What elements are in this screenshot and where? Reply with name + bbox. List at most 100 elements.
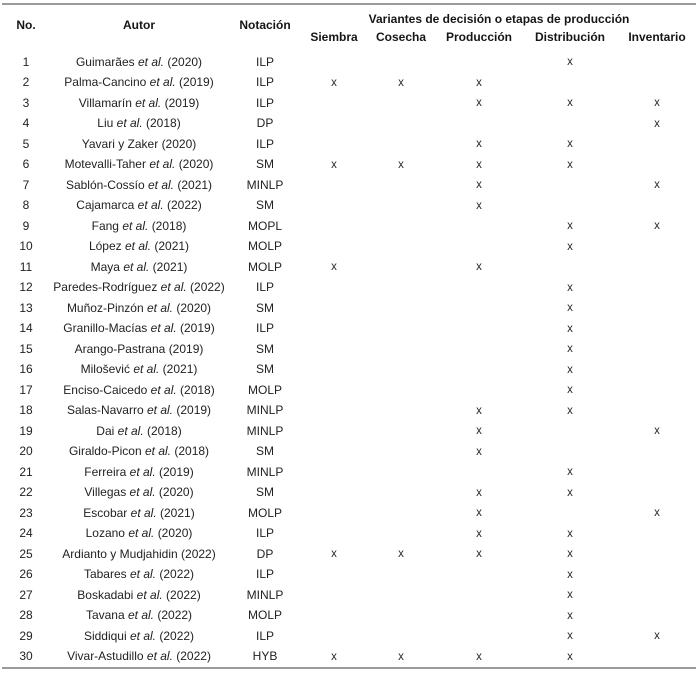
variant-mark-cell [302,93,366,114]
author-name: Vivar-Astudillo [67,649,144,664]
row-number-cell: 30 [19,649,33,664]
variant-mark-cell [436,626,522,647]
author-cell: Arango-Pastrana (2019) [50,339,228,360]
variant-mark-cell [436,585,522,606]
author-etal: et al. [116,116,143,131]
notation-cell: SM [256,444,274,459]
variant-mark-cell [366,114,436,135]
variant-mark-cell: x [567,548,573,561]
variant-mark-cell: x [476,548,482,561]
variant-mark-cell [436,565,522,586]
variant-mark-cell [366,237,436,258]
row-number-cell: 15 [19,341,33,356]
author-cell: Lozano et al. (2020) [50,524,228,545]
column-header-produccion: Producción [445,30,512,44]
author-etal: et al. [129,464,156,479]
notation-cell: ILP [255,526,274,541]
author-year: (2021) [160,505,195,520]
variant-mark-cell [618,585,696,606]
variant-mark-cell [366,339,436,360]
row-number-cell: 18 [19,403,33,418]
variant-mark-cell: x [654,507,660,520]
notation-cell: SM [256,198,274,213]
row-number-cell: 19 [19,423,33,438]
variant-mark-cell [302,319,366,340]
author-year: (2019) [168,341,204,356]
author-name: Siddiqui [83,628,127,643]
variant-mark-cell [436,52,522,73]
table-row: 12 Paredes-Rodríguez et al. (2022) ILP x [2,278,696,299]
author-year: (2020) [161,136,197,151]
author-cell: Dai et al. (2018) [50,421,228,442]
variant-mark-cell [618,237,696,258]
variant-mark-cell [618,52,696,73]
variant-mark-cell: x [476,97,482,110]
variant-mark-cell: x [567,343,573,356]
notation-cell: ILP [255,280,274,295]
author-cell: Ardianto y Mudjahidin (2022) [50,544,228,565]
variant-mark-cell: x [567,466,573,479]
author-etal: et al. [128,608,155,623]
author-etal: et al. [146,649,173,664]
author-year: (2021) [177,177,213,192]
author-name: López [88,239,122,254]
author-etal: et al. [129,485,156,500]
author-year: (2022) [167,198,202,213]
author-name: Escobar [83,505,128,520]
notation-cell: SM [256,341,274,356]
variant-mark-cell [366,524,436,545]
variant-mark-cell [302,565,366,586]
author-cell: Motevalli-Taher et al. (2020) [50,155,228,176]
variant-mark-cell [366,503,436,524]
row-number-cell: 2 [22,75,30,90]
author-etal: et al. [117,423,144,438]
variant-mark-cell: x [654,425,660,438]
author-etal: et al. [136,587,163,602]
author-name: Sablón-Cossío [65,177,145,192]
variant-mark-cell: x [654,179,660,192]
author-year: (2021) [154,239,190,254]
author-name: Tavana [85,608,125,623]
author-cell: Villegas et al. (2020) [50,483,228,504]
variant-mark-cell [366,421,436,442]
notation-cell: DP [256,546,274,561]
variant-mark-cell [618,134,696,155]
variant-mark-cell: x [476,199,482,212]
author-year: (2019) [180,321,215,336]
variant-mark-cell [366,175,436,196]
variant-mark-cell [618,278,696,299]
row-number-cell: 13 [19,300,33,315]
row-number-cell: 4 [22,116,30,131]
variant-mark-cell [302,585,366,606]
author-year: (2019) [176,403,212,418]
variant-mark-cell: x [567,650,573,663]
group-header-row: No. Autor Notación Variantes de decisión… [2,4,696,32]
author-year: (2020) [176,300,212,315]
table-row: 18 Salas-Navarro et al. (2019) MINLP x x [2,401,696,422]
variant-mark-cell: x [567,589,573,602]
author-year: (2022) [181,546,216,561]
variant-mark-cell: x [476,158,482,171]
author-etal: et al. [150,321,177,336]
author-etal: et al. [128,526,155,541]
variant-mark-cell [618,319,696,340]
variant-mark-cell: x [567,56,573,69]
variant-mark-cell [436,216,522,237]
row-number-cell: 24 [19,526,33,541]
variant-mark-cell: x [567,302,573,315]
author-year: (2019) [164,95,200,110]
notation-cell: MINLP [246,464,284,479]
notation-cell: ILP [255,567,274,582]
variant-mark-cell: x [654,97,660,110]
author-etal: et al. [130,505,157,520]
variant-mark-cell: x [476,404,482,417]
author-cell: Giraldo-Picon et al. (2018) [50,442,228,463]
variant-mark-cell [618,462,696,483]
author-year: (2022) [176,649,211,664]
variant-mark-cell [302,298,366,319]
author-year: (2020) [157,526,193,541]
author-year: (2018) [151,218,187,233]
author-etal: et al. [130,628,157,643]
author-etal: et al. [122,218,149,233]
author-etal: et al. [150,382,177,397]
